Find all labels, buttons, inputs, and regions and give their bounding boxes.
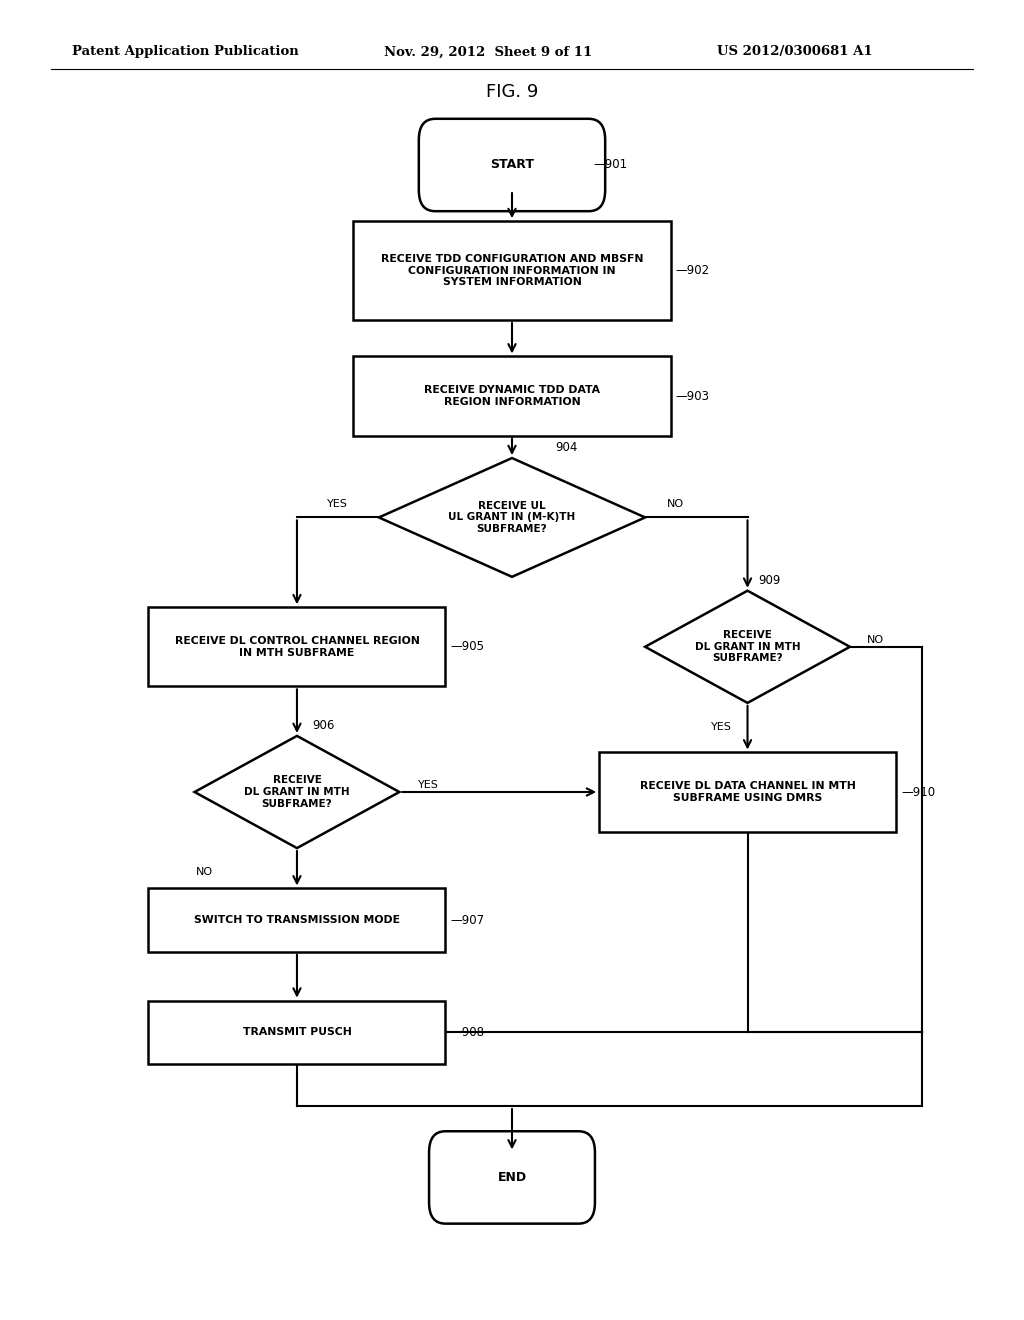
Bar (353, 220, 671, 319)
Text: —902: —902 (676, 264, 710, 277)
Text: FIG. 9: FIG. 9 (485, 83, 539, 102)
Text: RECEIVE DYNAMIC TDD DATA
REGION INFORMATION: RECEIVE DYNAMIC TDD DATA REGION INFORMAT… (424, 385, 600, 407)
Text: NO: NO (197, 867, 213, 876)
Polygon shape (645, 591, 850, 702)
Text: —905: —905 (451, 640, 484, 653)
Text: —901: —901 (594, 158, 628, 172)
Text: Nov. 29, 2012  Sheet 9 of 11: Nov. 29, 2012 Sheet 9 of 11 (384, 45, 592, 58)
Bar (148, 1001, 445, 1064)
Text: Patent Application Publication: Patent Application Publication (72, 45, 298, 58)
Bar (148, 607, 445, 686)
Text: SWITCH TO TRANSMISSION MODE: SWITCH TO TRANSMISSION MODE (194, 915, 400, 925)
Bar (599, 752, 896, 832)
Text: END: END (498, 1171, 526, 1184)
Text: NO: NO (668, 499, 684, 510)
Text: RECEIVE DL DATA CHANNEL IN MTH
SUBFRAME USING DMRS: RECEIVE DL DATA CHANNEL IN MTH SUBFRAME … (640, 781, 855, 803)
Text: 909: 909 (758, 574, 780, 586)
Text: —907: —907 (451, 913, 484, 927)
Text: —903: —903 (676, 389, 710, 403)
Text: YES: YES (328, 499, 348, 510)
Bar (353, 356, 671, 436)
Polygon shape (379, 458, 645, 577)
Text: 904: 904 (555, 441, 578, 454)
Text: RECEIVE TDD CONFIGURATION AND MBSFN
CONFIGURATION INFORMATION IN
SYSTEM INFORMAT: RECEIVE TDD CONFIGURATION AND MBSFN CONF… (381, 253, 643, 288)
Text: RECEIVE
DL GRANT IN MTH
SUBFRAME?: RECEIVE DL GRANT IN MTH SUBFRAME? (244, 775, 350, 809)
Text: TRANSMIT PUSCH: TRANSMIT PUSCH (243, 1027, 351, 1038)
Polygon shape (195, 737, 399, 847)
Text: US 2012/0300681 A1: US 2012/0300681 A1 (717, 45, 872, 58)
Text: NO: NO (867, 635, 884, 645)
FancyBboxPatch shape (419, 119, 605, 211)
FancyBboxPatch shape (429, 1131, 595, 1224)
Text: RECEIVE UL
UL GRANT IN (M-K)TH
SUBFRAME?: RECEIVE UL UL GRANT IN (M-K)TH SUBFRAME? (449, 500, 575, 535)
Text: —910: —910 (901, 785, 935, 799)
Text: YES: YES (712, 722, 732, 731)
Text: RECEIVE
DL GRANT IN MTH
SUBFRAME?: RECEIVE DL GRANT IN MTH SUBFRAME? (694, 630, 801, 664)
Text: RECEIVE DL CONTROL CHANNEL REGION
IN MTH SUBFRAME: RECEIVE DL CONTROL CHANNEL REGION IN MTH… (174, 636, 420, 657)
Text: START: START (490, 158, 534, 172)
Bar (148, 888, 445, 952)
Text: 906: 906 (312, 719, 335, 731)
Text: —908: —908 (451, 1026, 484, 1039)
Text: YES: YES (418, 780, 438, 791)
